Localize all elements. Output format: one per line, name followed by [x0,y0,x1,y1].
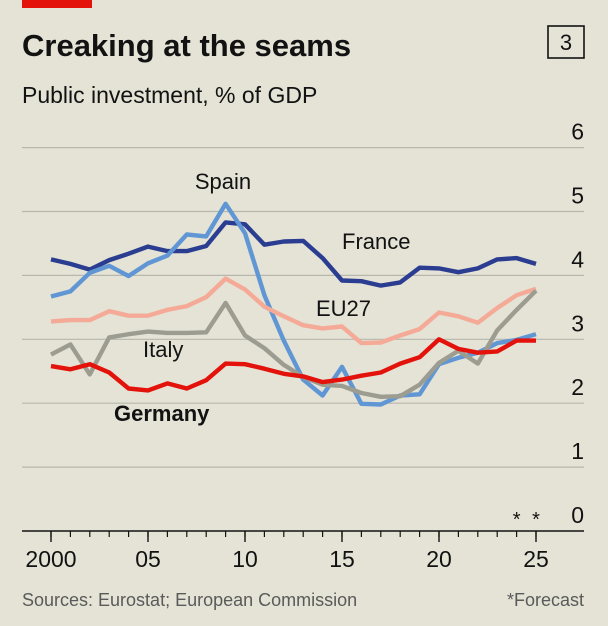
x-axis: 2000 05 10 15 20 25* * [22,509,584,572]
y-tick-label: 0 [571,502,584,528]
economist-red-tag [22,0,92,8]
x-tick-label: 05 [135,546,161,572]
y-tick-label: 4 [571,246,584,272]
x-tick-label: 2000 [25,546,76,572]
label-spain: Spain [195,169,251,194]
y-tick-label: 1 [571,438,584,464]
label-france: France [342,229,410,254]
forecast-note: *Forecast [507,590,584,610]
y-tick-label: 5 [571,183,584,209]
chart-number-badge [547,25,585,59]
x-tick-label: 10 [232,546,258,572]
label-germany: Germany [114,401,210,426]
label-eu27: EU27 [316,296,371,321]
series-line-germany [50,337,536,393]
x-tick-label: 20 [426,546,452,572]
series-line-spain [50,201,537,407]
x-tick-label: 15 [329,546,355,572]
forecast-marker: * [532,509,540,531]
chart-number-badge-label: 3 [560,30,572,55]
series-line-italy [49,289,538,399]
series-line-france [50,220,537,288]
forecast-marker: * [513,509,521,531]
chart-subtitle: Public investment, % of GDP [22,82,317,108]
x-tick-label: 25 [523,546,549,572]
y-tick-label: 6 [571,119,584,145]
source-note: Sources: Eurostat; European Commission [22,590,357,610]
series-line-eu27 [50,276,537,346]
label-italy: Italy [143,337,183,362]
series-lines [49,201,538,407]
y-axis-ticks: 0 1 2 3 4 5 6 [571,119,584,528]
y-tick-label: 3 [571,310,584,336]
chart-title: Creaking at the seams [22,28,351,63]
y-tick-label: 2 [571,374,584,400]
